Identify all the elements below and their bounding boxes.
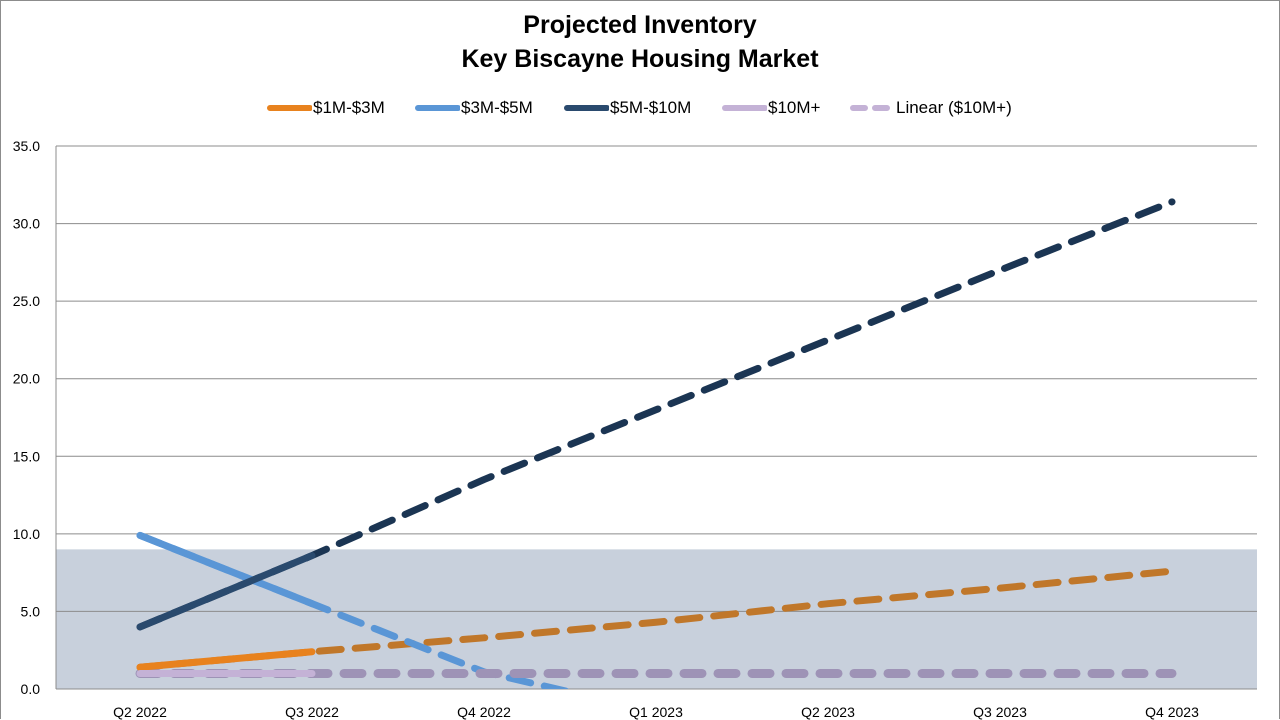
legend-label-linear-10m-plus: Linear ($10M+) — [896, 98, 1012, 117]
chart-title-block: Projected Inventory Key Biscayne Housing… — [0, 8, 1280, 76]
x-tick-label-0: Q2 2022 — [113, 704, 167, 720]
legend-swatch-linear-10m-plus — [850, 105, 895, 111]
legend-swatch-3m-5m — [415, 105, 460, 111]
x-tick-label-5: Q3 2023 — [973, 704, 1027, 720]
legend-swatch-5m-10m — [564, 105, 609, 111]
series-line-actual-3m-5m — [136, 531, 316, 608]
series-line-projected-1m-3m — [136, 567, 1176, 671]
y-tick-label-3: 15.0 — [13, 448, 40, 464]
x-tick-label-1: Q3 2022 — [285, 704, 339, 720]
legend: $1M-$3M $3M-$5M $5M-$10M $10M+ Linear ($… — [0, 96, 1280, 120]
y-tick-label-6: 30.0 — [13, 216, 40, 232]
legend-label-10m-plus: $10M+ — [768, 98, 821, 117]
y-tick-label-7: 35.0 — [13, 138, 40, 154]
x-tick-label-6: Q4 2023 — [1145, 704, 1199, 720]
legend-label-5m-10m: $5M-$10M — [610, 98, 692, 117]
chart-subtitle: Key Biscayne Housing Market — [461, 45, 819, 73]
series-line-actual-5m-10m — [136, 552, 316, 631]
y-tick-label-5: 25.0 — [13, 293, 40, 309]
series-line-actual-1m-3m — [136, 648, 316, 671]
y-tick-label-0: 0.0 — [21, 681, 41, 697]
legend-item-1m-3m: $1M-$3M — [266, 96, 385, 120]
legend-label-1m-3m: $1M-$3M — [313, 98, 385, 117]
x-tick-label-4: Q2 2023 — [801, 704, 855, 720]
y-tick-label-1: 5.0 — [21, 603, 41, 619]
legend-item-3m-5m: $3M-$5M — [414, 96, 533, 120]
chart-title: Projected Inventory — [523, 11, 757, 39]
legend-item-10m-plus: $10M+ — [721, 96, 820, 120]
legend-swatch-10m-plus — [722, 105, 767, 111]
x-tick-label-2: Q4 2022 — [457, 704, 511, 720]
legend-item-5m-10m: $5M-$10M — [563, 96, 691, 120]
legend-swatch-1m-3m — [267, 105, 312, 111]
y-tick-label-2: 10.0 — [13, 526, 40, 542]
x-tick-label-3: Q1 2023 — [629, 704, 683, 720]
legend-item-linear-10m-plus: Linear ($10M+) — [849, 96, 1012, 120]
legend-label-3m-5m: $3M-$5M — [461, 98, 533, 117]
y-tick-label-4: 20.0 — [13, 371, 40, 387]
